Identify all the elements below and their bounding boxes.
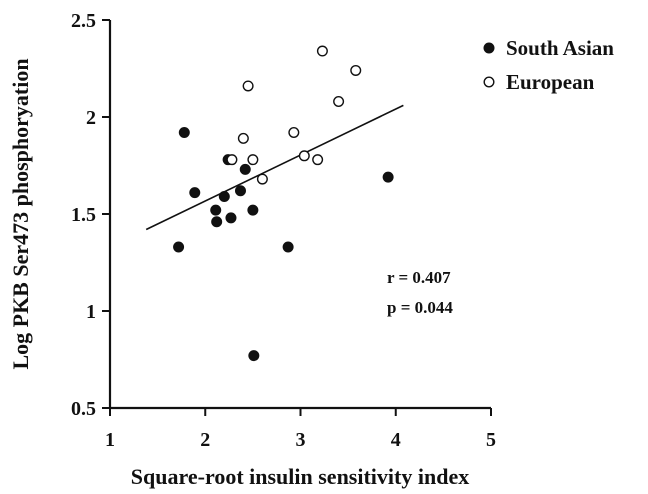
annotation-p-value: p = 0.044 [387, 298, 453, 317]
point-european [312, 154, 324, 166]
x-tick-label: 3 [296, 429, 306, 451]
point-south-asian [189, 187, 201, 199]
y-tick-label: 1 [86, 301, 96, 323]
y-tick-label: 1.5 [71, 204, 96, 226]
point-european [242, 80, 254, 92]
y-tick-label: 0.5 [71, 398, 96, 420]
legend-marker-european [483, 76, 495, 88]
point-european [256, 173, 268, 185]
legend-label-european: European [506, 70, 595, 94]
x-axis-title: Square-root insulin sensitivity index [131, 464, 469, 489]
legend-marker-south-asian [483, 42, 495, 54]
point-south-asian [247, 204, 259, 216]
y-tick-label: 2 [86, 107, 96, 129]
point-south-asian [239, 163, 251, 175]
legend-label-south-asian: South Asian [506, 36, 614, 60]
point-south-asian [218, 191, 230, 203]
point-south-asian [234, 185, 246, 197]
legend: South Asian European [483, 36, 614, 94]
point-european [288, 127, 300, 139]
point-south-asian [211, 216, 223, 228]
annotation-r-value: r = 0.407 [387, 268, 451, 287]
point-european [316, 45, 328, 57]
axes-group [108, 20, 491, 410]
trendline-group [145, 104, 404, 231]
point-south-asian [173, 241, 185, 253]
point-european [298, 150, 310, 162]
point-south-asian [225, 212, 237, 224]
x-tick-label: 4 [391, 429, 401, 451]
point-south-asian [282, 241, 294, 253]
point-european [350, 64, 362, 76]
y-tick-label: 2.5 [71, 10, 96, 32]
point-south-asian [210, 204, 222, 216]
trendline [145, 104, 404, 231]
point-european [237, 132, 249, 144]
x-tick-label: 2 [200, 429, 210, 451]
points-group [173, 45, 394, 362]
x-tick-label: 1 [105, 429, 115, 451]
y-axis-title: Log PKB Ser473 phosphoryation [8, 58, 33, 369]
ticks-group: 1 2 3 4 5 0.5 1 1.5 2 2.5 [71, 10, 496, 451]
point-european [226, 154, 238, 166]
point-european [333, 95, 345, 107]
x-tick-label: 5 [486, 429, 496, 451]
point-south-asian [178, 127, 190, 139]
point-european [247, 154, 259, 166]
point-south-asian [248, 350, 260, 362]
point-south-asian [382, 171, 394, 183]
